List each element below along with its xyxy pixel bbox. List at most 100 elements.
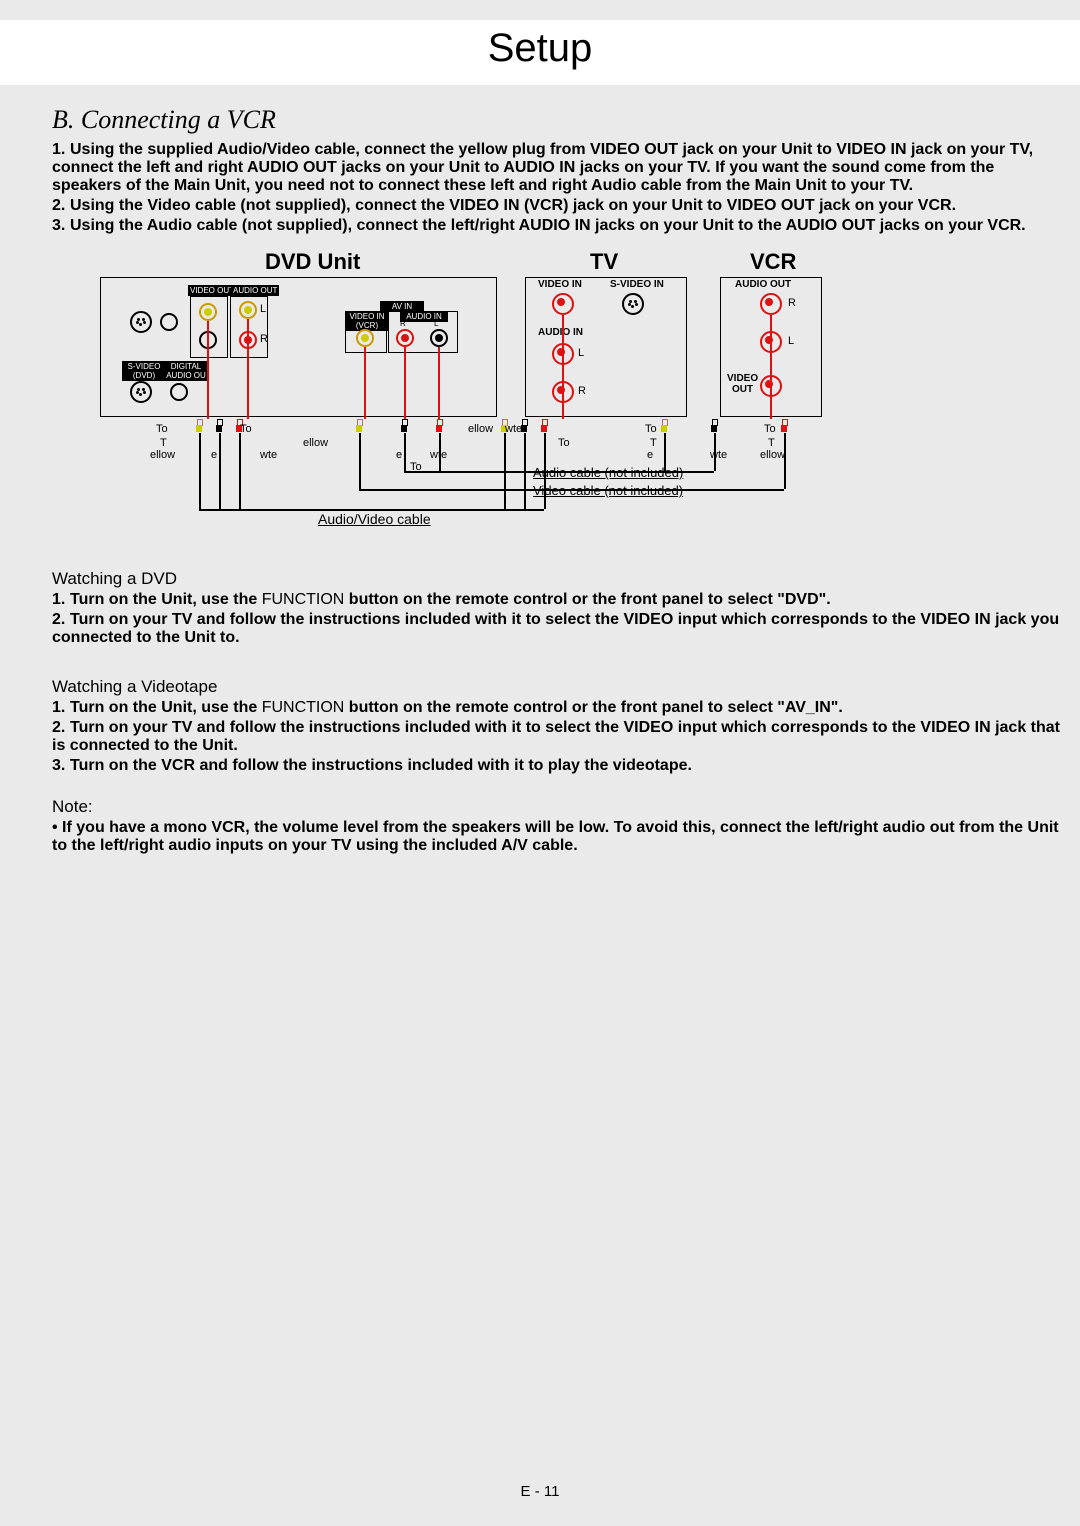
audio-in-label: AUDIO IN bbox=[400, 311, 448, 322]
dvd-audio-in-l-jack bbox=[430, 329, 448, 347]
wire-b2 bbox=[219, 433, 221, 509]
tv-audio-r-text: R bbox=[578, 385, 586, 397]
audio-cable-label: Audio cable (not included) bbox=[533, 465, 683, 480]
tape-step-1: 1.Turn on the Unit, use the FUNCTION but… bbox=[52, 699, 1060, 717]
dvd-audio-r-text: R bbox=[260, 333, 268, 345]
pt12: To bbox=[558, 437, 570, 449]
watch-dvd-steps: 1.Turn on the Unit, use the FUNCTION but… bbox=[52, 591, 1060, 647]
step-2: 2.Using the Video cable (not supplied), … bbox=[52, 197, 1060, 215]
pt17: To bbox=[764, 423, 776, 435]
video-in-vcr-label: VIDEO IN (VCR) bbox=[345, 311, 389, 331]
dvd-ain-l-text: L bbox=[434, 319, 438, 328]
plug-5 bbox=[400, 419, 408, 433]
dvd-video-out-jack bbox=[199, 303, 217, 321]
wire-r3 bbox=[364, 347, 366, 419]
pt8: e bbox=[396, 449, 402, 461]
page: Setup B. Connecting a VCR 1.Using the su… bbox=[0, 0, 1080, 1526]
pt7: ellow bbox=[303, 437, 328, 449]
tape-step-2: 2.Turn on your TV and follow the instruc… bbox=[52, 719, 1060, 755]
tv-box bbox=[525, 277, 687, 417]
dvd-audio-l-jack bbox=[239, 301, 257, 319]
wire-r2 bbox=[247, 319, 249, 419]
plug-12 bbox=[780, 419, 788, 433]
wire-r1 bbox=[207, 321, 209, 419]
watch-tape-title: Watching a Videotape bbox=[52, 677, 1060, 697]
wire-r7 bbox=[770, 315, 772, 419]
pt16: wte bbox=[710, 449, 727, 461]
dvd-audio-in-r-jack bbox=[396, 329, 414, 347]
watch-tape-steps: 1.Turn on the Unit, use the FUNCTION but… bbox=[52, 699, 1060, 775]
wire-ac2 bbox=[439, 433, 441, 471]
pt2: T bbox=[160, 437, 167, 449]
pt10: ellow bbox=[468, 423, 493, 435]
vcr-audio-l-text: L bbox=[788, 335, 794, 347]
video-out-label: VIDEO OUT bbox=[188, 285, 236, 296]
title-band: Setup bbox=[0, 20, 1080, 85]
tv-audio-l-text: L bbox=[578, 347, 584, 359]
vcr-audio-out-label: AUDIO OUT bbox=[735, 279, 791, 290]
vcr-label: VCR bbox=[750, 249, 796, 275]
connection-diagram: DVD Unit TV VCR VIDEO OUT AUDIO OUT L R … bbox=[100, 251, 1040, 551]
page-number: E - 11 bbox=[0, 1483, 1080, 1500]
dvd-video-in-jack bbox=[356, 329, 374, 347]
section-heading: B. Connecting a VCR bbox=[52, 105, 1060, 135]
note-list: If you have a mono VCR, the volume level… bbox=[52, 819, 1060, 855]
dvd-svideo2-jack bbox=[130, 381, 152, 403]
tv-video-in-label: VIDEO IN bbox=[538, 279, 582, 290]
wire-r4 bbox=[404, 347, 406, 419]
wire-vc1 bbox=[359, 433, 361, 489]
wire-ac5 bbox=[714, 433, 716, 471]
pt13: To bbox=[645, 423, 657, 435]
wire-ac1 bbox=[404, 433, 406, 471]
dvd-label: DVD Unit bbox=[265, 249, 360, 275]
video-cable-label: Video cable (not included) bbox=[533, 483, 683, 498]
vcr-audio-r-jack bbox=[760, 293, 782, 315]
pt19: ellow bbox=[760, 449, 785, 461]
dvd-digital-jack bbox=[170, 383, 188, 401]
note-item: If you have a mono VCR, the volume level… bbox=[52, 819, 1060, 855]
plug-11 bbox=[710, 419, 718, 433]
plug-1 bbox=[195, 419, 203, 433]
av-cable-label: Audio/Video cable bbox=[318, 511, 431, 527]
dvd-extra-jack bbox=[160, 313, 178, 331]
dvd-svideo-jack bbox=[130, 311, 152, 333]
note-title: Note: bbox=[52, 797, 1060, 817]
dvd-audio-l-text: L bbox=[260, 303, 266, 315]
tv-label: TV bbox=[590, 249, 618, 275]
pt4: e bbox=[211, 449, 217, 461]
pt18: T bbox=[768, 437, 775, 449]
pt14: T bbox=[650, 437, 657, 449]
plug-4 bbox=[355, 419, 363, 433]
wire-b1 bbox=[199, 433, 201, 509]
watch-dvd-title: Watching a DVD bbox=[52, 569, 1060, 589]
step-3: 3.Using the Audio cable (not supplied), … bbox=[52, 217, 1060, 235]
main-steps: 1.Using the supplied Audio/Video cable, … bbox=[52, 141, 1060, 235]
step-1: 1.Using the supplied Audio/Video cable, … bbox=[52, 141, 1060, 195]
vcr-video-out-label: VIDEO OUT bbox=[727, 373, 758, 395]
wire-r5 bbox=[438, 347, 440, 419]
dvd-step-2: 2.Turn on your TV and follow the instruc… bbox=[52, 611, 1060, 647]
plug-6 bbox=[435, 419, 443, 433]
svideo-dvd-label: S-VIDEO (DVD) bbox=[122, 361, 166, 381]
page-title: Setup bbox=[488, 26, 593, 70]
wire-b3 bbox=[239, 433, 241, 509]
tv-audio-in-label: AUDIO IN bbox=[538, 327, 583, 338]
digital-audio-label: DIGITAL AUDIO OU bbox=[164, 361, 208, 381]
vcr-audio-r-text: R bbox=[788, 297, 796, 309]
plug-9 bbox=[540, 419, 548, 433]
dvd-step-1: 1.Turn on the Unit, use the FUNCTION but… bbox=[52, 591, 1060, 609]
tape-step-3: 3.Turn on the VCR and follow the instruc… bbox=[52, 757, 1060, 775]
audio-out-label: AUDIO OUT bbox=[231, 285, 279, 296]
pt1: To bbox=[156, 423, 168, 435]
pt15: e bbox=[647, 449, 653, 461]
wire-vc3 bbox=[784, 433, 786, 489]
wire-r6 bbox=[562, 315, 564, 419]
tv-video-in-jack bbox=[552, 293, 574, 315]
tv-svideo-jack bbox=[622, 293, 644, 315]
plug-2 bbox=[215, 419, 223, 433]
tv-svideo-in-label: S-VIDEO IN bbox=[610, 279, 664, 290]
pt11: wte bbox=[505, 423, 522, 435]
pt5: To bbox=[240, 423, 252, 435]
pt3: ellow bbox=[150, 449, 175, 461]
pt6: wte bbox=[260, 449, 277, 461]
